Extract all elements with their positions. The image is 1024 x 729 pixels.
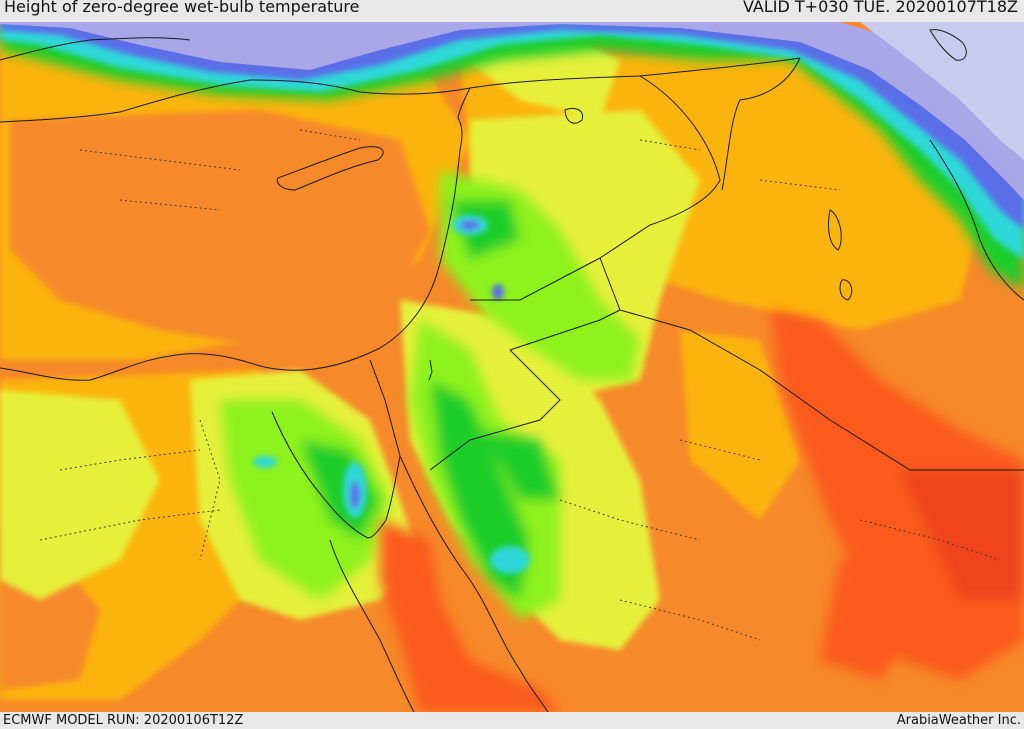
field-north-cold-band: [0, 22, 1024, 290]
border-jordan-saudi: [429, 309, 621, 471]
map-title: Height of zero-degree wet-bulb temperatu…: [4, 0, 360, 16]
coastline-levant: [169, 149, 461, 371]
dotted-boundary-turkey: [79, 129, 361, 211]
field-blue-north-band: [0, 22, 1024, 230]
coastline-cyprus: [276, 146, 384, 191]
border-jordan-syria: [470, 257, 601, 301]
provincial-boundaries: [39, 129, 1001, 641]
field-blue-hermon: [492, 284, 504, 300]
weather-map: [0, 22, 1024, 712]
field-green-north-band: [0, 22, 1024, 290]
border-egypt-israel: [369, 359, 401, 457]
field-cool-regions: [253, 215, 530, 574]
border-turkey-syria: [469, 57, 801, 89]
field-hot-regions: [380, 310, 1024, 712]
dotted-boundary-iraq: [639, 139, 841, 191]
coastline-egypt-north: [0, 355, 171, 381]
coastline-redsea-west: [329, 539, 415, 712]
credit-label: ArabiaWeather Inc.: [896, 713, 1021, 728]
field-green-nsaudi: [480, 430, 560, 500]
field-red-ruwais: [900, 470, 1024, 600]
field-orange-anatolia: [10, 110, 430, 350]
coastline-black-sea: [0, 37, 191, 61]
field-redorange-south: [820, 560, 920, 680]
coastline-dead-sea: [428, 359, 433, 381]
coastline-gulf-suez: [271, 411, 369, 539]
field-blue-lebanon: [460, 220, 480, 230]
coastline-caspian: [929, 29, 967, 61]
border-syria-iraq: [599, 75, 721, 259]
coastlines: [0, 29, 1024, 712]
coastline-qatar: [827, 209, 842, 251]
field-green-jordan: [430, 380, 530, 600]
coastline-persian-gulf: [929, 139, 1024, 301]
coastline-bahrain: [839, 279, 853, 301]
coastline-turkey-south: [0, 79, 471, 151]
field-green-regions: [220, 170, 640, 620]
valid-time: VALID T+030 TUE. 20200107T18Z: [742, 0, 1018, 16]
field-yellow-egypt: [0, 390, 160, 600]
border-iraq-iran: [721, 57, 801, 191]
coastline-gulf-aqaba: [367, 455, 401, 539]
coastline-redsea-east: [399, 455, 549, 712]
dotted-boundary-egypt: [39, 419, 221, 561]
coastline-lake-van: [564, 107, 584, 124]
header-bar: Height of zero-degree wet-bulb temperatu…: [0, 0, 1024, 22]
footer-bar: ECMWF MODEL RUN: 20200106T12Z ArabiaWeat…: [0, 712, 1024, 729]
field-lightest-northeast: [860, 22, 1024, 160]
field-cyan-saudi: [490, 546, 530, 574]
field-cyan-sinai-west: [253, 456, 277, 468]
field-blue-sinai: [350, 481, 360, 509]
field-cyan-north-band: [0, 22, 1024, 260]
field-redorange-redsea: [380, 520, 560, 712]
model-run: ECMWF MODEL RUN: 20200106T12Z: [3, 713, 244, 728]
borders: [369, 57, 1024, 471]
